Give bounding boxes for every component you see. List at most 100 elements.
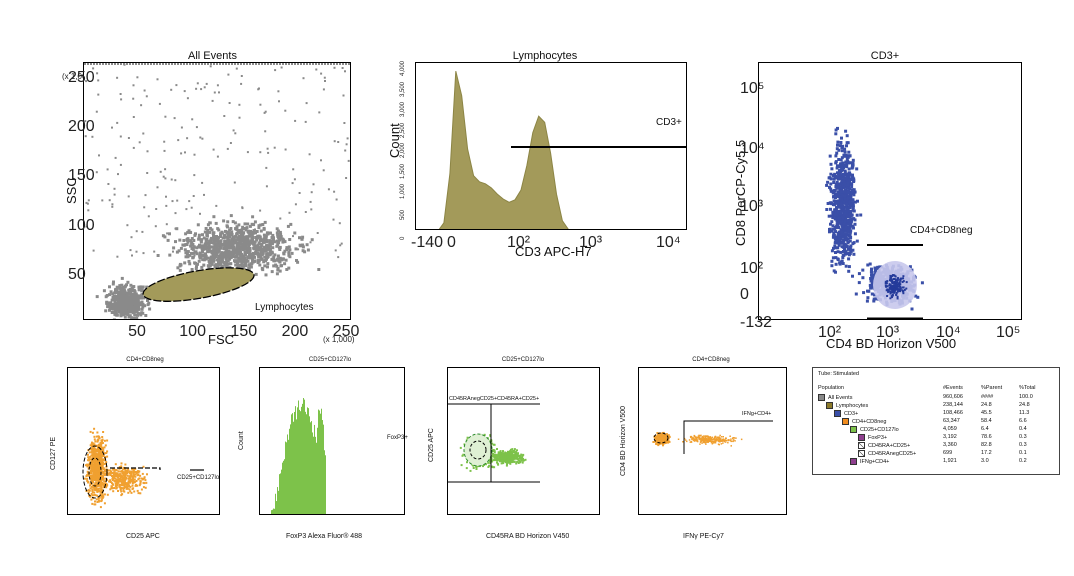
event-dot — [896, 297, 899, 300]
event-dot — [301, 245, 305, 249]
event-dot — [920, 281, 924, 285]
event-dot — [88, 489, 91, 492]
event-dot — [222, 234, 226, 238]
event-dot — [229, 262, 233, 266]
event-dot — [836, 231, 840, 235]
event-dot — [86, 470, 89, 473]
event-dot — [106, 484, 109, 487]
event-dot — [843, 176, 846, 180]
event-dot — [237, 264, 241, 268]
event-dot — [102, 454, 105, 457]
event-dot — [102, 486, 105, 489]
event-dot — [835, 239, 838, 242]
event-dot — [513, 457, 516, 460]
event-dot — [231, 220, 235, 224]
event-dot — [222, 252, 226, 256]
event-dot — [190, 251, 193, 255]
event-dot — [890, 288, 893, 291]
event-dot — [509, 450, 511, 453]
event-dot — [212, 257, 216, 261]
event-dot — [246, 238, 250, 242]
event-dot — [283, 249, 287, 253]
event-dot — [184, 251, 188, 255]
lymphocytes-gate — [142, 267, 255, 302]
event-dot — [839, 144, 842, 148]
event-dot — [146, 150, 149, 153]
event-dot — [100, 469, 103, 472]
event-dot — [90, 492, 93, 495]
event-dot — [897, 288, 900, 291]
event-dot — [208, 245, 212, 249]
event-dot — [830, 220, 834, 224]
event-dot — [866, 263, 870, 267]
cd4-population — [884, 274, 908, 300]
event-dot — [230, 240, 234, 244]
event-dot — [132, 146, 135, 149]
event-dot — [239, 257, 243, 261]
event-dot — [96, 453, 99, 456]
event-dot — [100, 489, 103, 492]
event-dot — [145, 481, 148, 484]
event-dot — [92, 467, 95, 470]
event-dot — [115, 285, 119, 289]
histogram-bar — [300, 411, 301, 514]
event-dot — [102, 431, 105, 433]
event-dot — [344, 149, 347, 152]
event-dot — [836, 140, 840, 144]
histogram-bar — [316, 442, 317, 514]
event-dot — [842, 239, 845, 243]
event-dot — [102, 478, 105, 481]
event-dot — [91, 490, 94, 492]
event-dot — [247, 266, 251, 270]
event-dot — [110, 487, 113, 490]
event-dot — [122, 468, 125, 471]
event-dot — [86, 453, 89, 456]
event-dot — [831, 212, 835, 216]
event-dot — [259, 229, 263, 233]
event-dot — [119, 488, 122, 491]
event-dot — [208, 264, 212, 268]
event-dot — [90, 498, 93, 501]
event-dot — [890, 278, 893, 281]
event-dot — [873, 293, 876, 297]
event-dot — [95, 295, 99, 299]
event-dot — [212, 241, 216, 245]
event-dot — [844, 250, 848, 254]
event-dot — [100, 462, 103, 465]
event-dot — [263, 220, 267, 224]
event-dot — [213, 265, 217, 269]
event-dot — [243, 245, 247, 249]
event-dot — [282, 238, 286, 242]
histogram-bar — [306, 414, 307, 514]
event-dot — [93, 488, 96, 491]
event-dot — [262, 233, 266, 237]
event-dot — [492, 455, 495, 458]
event-dot — [85, 475, 88, 478]
event-dot — [277, 246, 281, 250]
event-dot — [140, 488, 143, 491]
event-dot — [227, 250, 231, 254]
event-dot — [254, 272, 258, 276]
event-dot — [849, 210, 853, 214]
event-dot — [205, 241, 209, 245]
event-dot — [98, 496, 101, 499]
event-dot — [914, 294, 918, 298]
event-dot — [502, 462, 505, 465]
event-dot — [891, 294, 894, 297]
event-dot — [90, 451, 93, 454]
event-dot — [264, 255, 268, 259]
event-dot — [272, 259, 276, 263]
event-dot — [270, 236, 274, 239]
event-dot — [180, 152, 183, 155]
event-dot — [136, 301, 140, 305]
event-dot — [140, 477, 143, 480]
event-dot — [189, 239, 193, 243]
event-dot — [184, 243, 188, 247]
event-dot — [861, 276, 865, 280]
event-dot — [98, 456, 101, 459]
event-dot — [135, 317, 139, 319]
event-dot — [302, 77, 305, 80]
event-dot — [502, 450, 504, 453]
event-dot — [208, 221, 211, 224]
event-dot — [318, 111, 321, 114]
